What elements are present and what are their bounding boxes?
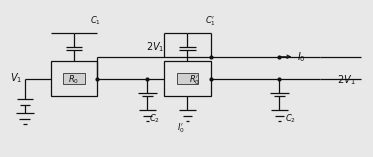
Text: $C_1^{\prime}$: $C_1^{\prime}$ bbox=[205, 14, 216, 28]
Bar bbox=[63, 73, 85, 84]
Text: $I_0^{\prime}$: $I_0^{\prime}$ bbox=[177, 122, 185, 135]
Text: $C_2$: $C_2$ bbox=[150, 113, 160, 125]
Text: $-2V_1$: $-2V_1$ bbox=[329, 73, 356, 87]
Bar bbox=[51, 61, 97, 96]
Text: $R_0$: $R_0$ bbox=[68, 74, 79, 86]
Text: $I_0$: $I_0$ bbox=[297, 50, 306, 64]
Bar bbox=[177, 73, 198, 84]
Text: $2V_1$: $2V_1$ bbox=[146, 41, 164, 54]
Text: $C_2$: $C_2$ bbox=[285, 113, 296, 125]
Bar bbox=[164, 61, 211, 96]
Text: $C_1$: $C_1$ bbox=[90, 15, 101, 27]
Text: $R_0^{\prime}$: $R_0^{\prime}$ bbox=[189, 73, 201, 87]
Text: $V_1$: $V_1$ bbox=[10, 72, 22, 85]
